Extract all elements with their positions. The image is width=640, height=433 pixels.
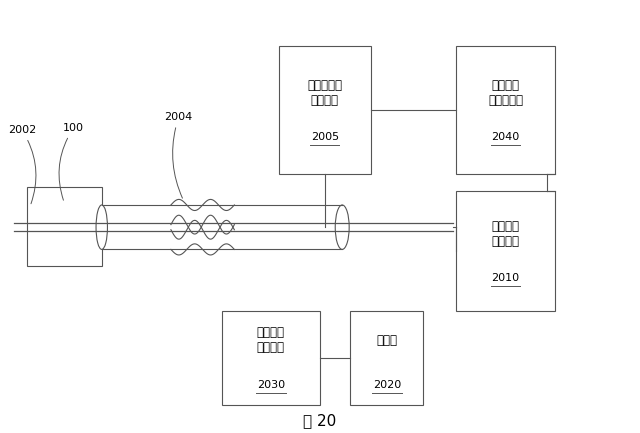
Text: 2004: 2004: [164, 112, 193, 198]
Text: 図 20: 図 20: [303, 413, 337, 428]
Text: 標本収集
ユニット: 標本収集 ユニット: [257, 326, 285, 355]
Text: 2030: 2030: [257, 380, 285, 390]
FancyBboxPatch shape: [279, 45, 371, 174]
Text: 2020: 2020: [373, 380, 401, 390]
Text: 組織感知
モジュール: 組織感知 モジュール: [488, 78, 523, 107]
Text: 2005: 2005: [310, 132, 339, 142]
FancyBboxPatch shape: [456, 191, 555, 310]
FancyBboxPatch shape: [27, 187, 102, 266]
Text: 器具制御
ユニット: 器具制御 ユニット: [492, 220, 520, 248]
Ellipse shape: [335, 205, 349, 249]
FancyBboxPatch shape: [456, 45, 555, 174]
Text: 内視鏡制御
ユニット: 内視鏡制御 ユニット: [307, 78, 342, 107]
Text: 2010: 2010: [492, 274, 520, 284]
FancyBboxPatch shape: [221, 310, 320, 404]
FancyBboxPatch shape: [351, 310, 424, 404]
Text: 真空源: 真空源: [376, 334, 397, 347]
Text: 2002: 2002: [8, 125, 36, 204]
Ellipse shape: [96, 205, 108, 249]
Text: 100: 100: [59, 123, 84, 200]
Text: 2040: 2040: [492, 132, 520, 142]
